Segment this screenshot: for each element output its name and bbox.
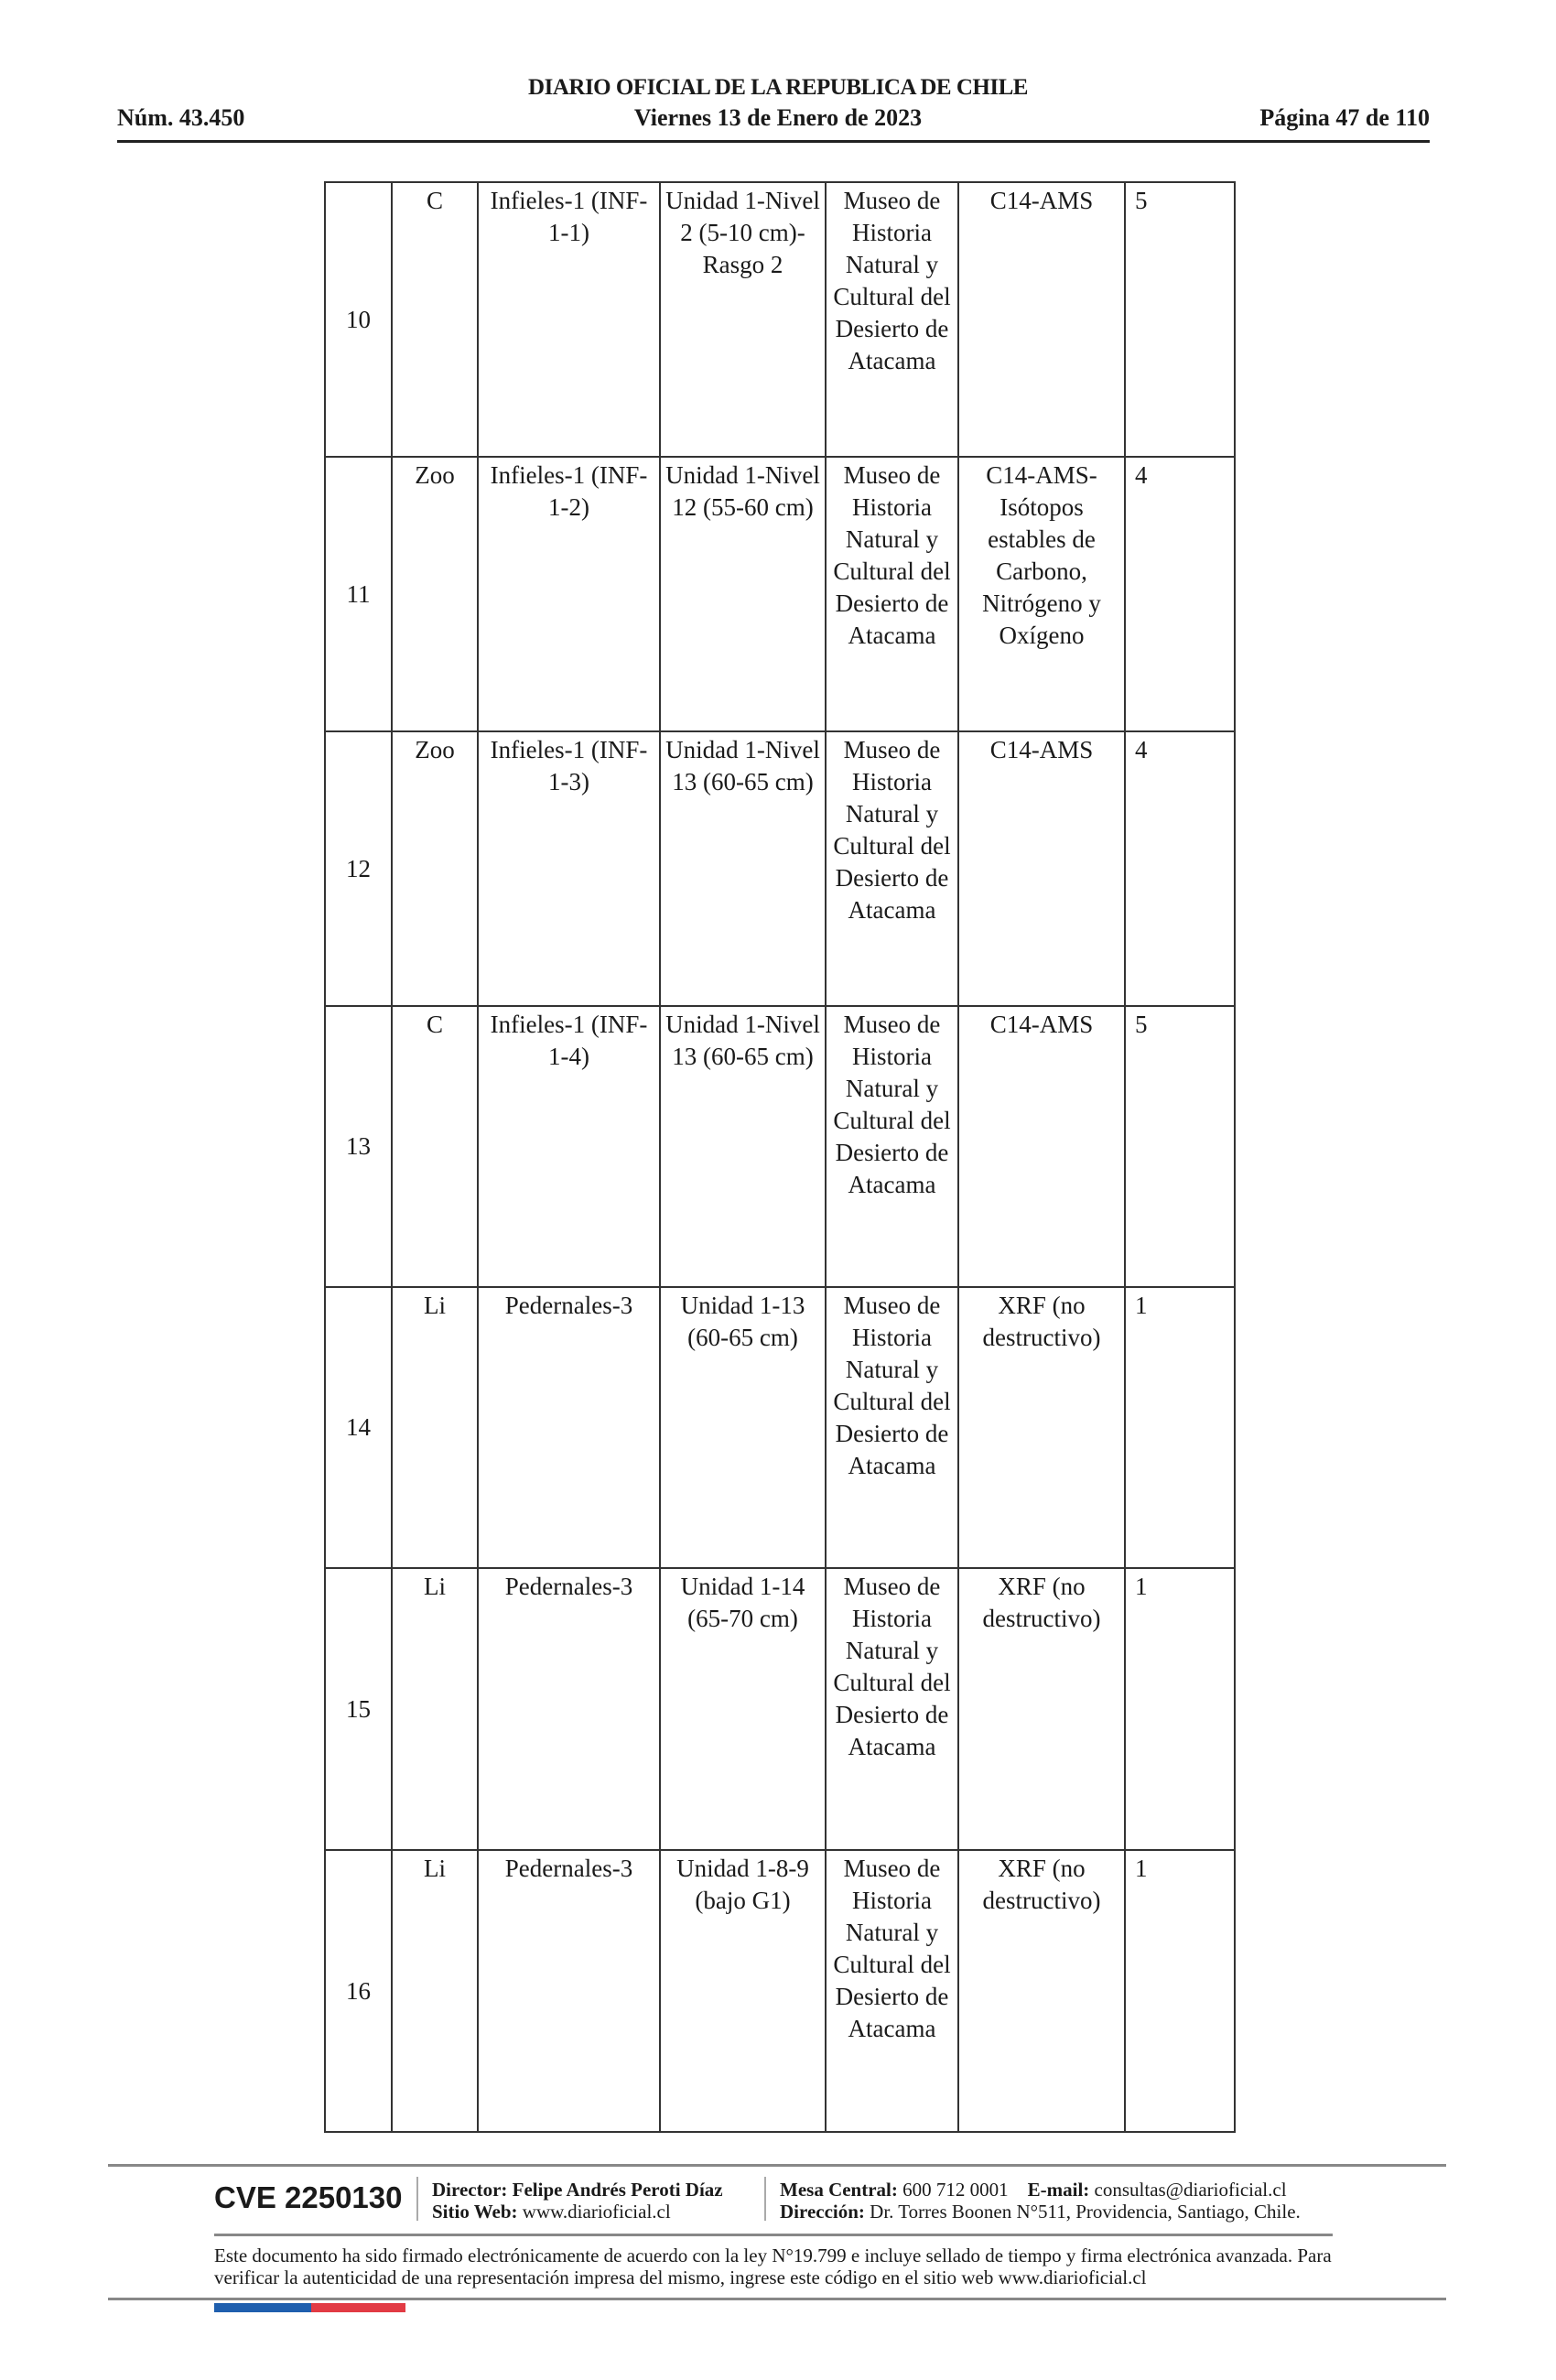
cell-museum: Museo de Historia Natural y Cultural del… (825, 1005, 959, 1288)
cell-quantity: 1 (1124, 1286, 1236, 1569)
flag-red-bar (311, 2303, 405, 2312)
issue-date: Viernes 13 de Enero de 2023 (633, 104, 923, 131)
email-label: E-mail: (1027, 2179, 1090, 2201)
cve-code: CVE 2250130 (214, 2180, 403, 2214)
table-row: 11 Zoo Infieles-1 (INF-1-2) Unidad 1-Nivel … (324, 456, 1236, 732)
cell-row-number: 14 (324, 1286, 393, 1569)
cell-sample-type: C (391, 1005, 479, 1288)
director-name: Felipe Andrés Peroti Díaz (512, 2179, 723, 2201)
cell-row-number: 11 (324, 456, 393, 732)
cell-sample-type: Li (391, 1849, 479, 2133)
cell-sample-type: Zoo (391, 456, 479, 732)
cell-museum: Museo de Historia Natural y Cultural del… (825, 456, 959, 732)
address: Dr. Torres Boonen N°511, Providencia, Sa… (870, 2201, 1301, 2223)
cell-museum: Museo de Historia Natural y Cultural del… (825, 1567, 959, 1851)
cell-context: Unidad 1-Nivel 13 (60-65 cm) (659, 730, 827, 1007)
footer-separator (416, 2177, 418, 2221)
cell-quantity: 1 (1124, 1567, 1236, 1851)
table-row: 16 Li Pedernales-3 Unidad 1-8-9 (bajo G1) Mu… (324, 1849, 1236, 2133)
cell-museum: Museo de Historia Natural y Cultural del… (825, 1286, 959, 1569)
cell-context: Unidad 1-Nivel 12 (55-60 cm) (659, 456, 827, 732)
cell-analysis: C14-AMS (957, 730, 1126, 1007)
cell-sample-type: Li (391, 1286, 479, 1569)
header-rule (117, 140, 1430, 143)
newspaper-title: DIARIO OFICIAL DE LA REPUBLICA DE CHILE (528, 75, 1028, 100)
table-row: 13 C Infieles-1 (INF-1-4) Unidad 1-Nivel 13… (324, 1005, 1236, 1288)
cell-analysis: XRF (no destructivo) (957, 1849, 1126, 2133)
cell-sample-type: Zoo (391, 730, 479, 1007)
cell-context: Unidad 1-14 (65-70 cm) (659, 1567, 827, 1851)
cell-quantity: 1 (1124, 1849, 1236, 2133)
cell-site: Pedernales-3 (477, 1567, 661, 1851)
web-link[interactable]: www.diarioficial.cl (522, 2201, 671, 2223)
cell-site: Infieles-1 (INF-1-2) (477, 456, 661, 732)
cell-row-number: 10 (324, 181, 393, 458)
cell-quantity: 4 (1124, 730, 1236, 1007)
cell-site: Infieles-1 (INF-1-4) (477, 1005, 661, 1288)
website-line: Sitio Web: www.diarioficial.cl (432, 2201, 671, 2223)
cell-quantity: 4 (1124, 456, 1236, 732)
cell-museum: Museo de Historia Natural y Cultural del… (825, 1849, 959, 2133)
cell-museum: Museo de Historia Natural y Cultural del… (825, 730, 959, 1007)
cell-site: Pedernales-3 (477, 1286, 661, 1569)
cell-context: Unidad 1-Nivel 2 (5-10 cm)-Rasgo 2 (659, 181, 827, 458)
cell-row-number: 16 (324, 1849, 393, 2133)
issue-number: Núm. 43.450 (117, 104, 245, 131)
cell-analysis: C14-AMS (957, 181, 1126, 458)
cell-row-number: 15 (324, 1567, 393, 1851)
cell-analysis: C14-AMS-Isótopos estables de Carbono, Ni… (957, 456, 1126, 732)
cell-context: Unidad 1-Nivel 13 (60-65 cm) (659, 1005, 827, 1288)
address-label: Dirección: (780, 2201, 865, 2223)
director-label: Director: (432, 2179, 508, 2201)
email-link[interactable]: consultas@diarioficial.cl (1094, 2179, 1287, 2201)
page-number: Página 47 de 110 (1259, 104, 1430, 131)
samples-table: 10 C Infieles-1 (INF-1-1) Unidad 1-Nivel 2 … (324, 181, 1236, 2133)
flag-blue-bar (214, 2303, 311, 2312)
phone-label: Mesa Central: (780, 2179, 898, 2201)
cell-site: Pedernales-3 (477, 1849, 661, 2133)
table-row: 15 Li Pedernales-3 Unidad 1-14 (65-70 cm) Mu… (324, 1567, 1236, 1851)
cell-context: Unidad 1-8-9 (bajo G1) (659, 1849, 827, 2133)
table-row: 14 Li Pedernales-3 Unidad 1-13 (60-65 cm) Mu… (324, 1286, 1236, 1569)
footer-rule (108, 2164, 1446, 2167)
web-label: Sitio Web: (432, 2201, 518, 2223)
table-row: 12 Zoo Infieles-1 (INF-1-3) Unidad 1-Nivel … (324, 730, 1236, 1007)
cell-site: Infieles-1 (INF-1-1) (477, 181, 661, 458)
cell-context: Unidad 1-13 (60-65 cm) (659, 1286, 827, 1569)
signature-disclaimer: Este documento ha sido firmado electróni… (214, 2245, 1332, 2288)
contact-line: Mesa Central: 600 712 0001 E-mail: consu… (780, 2179, 1287, 2201)
cell-quantity: 5 (1124, 181, 1236, 458)
cell-sample-type: Li (391, 1567, 479, 1851)
address-line: Dirección: Dr. Torres Boonen N°511, Prov… (780, 2201, 1301, 2223)
table-row: 10 C Infieles-1 (INF-1-1) Unidad 1-Nivel 2 … (324, 181, 1236, 458)
phone: 600 712 0001 (902, 2179, 1009, 2201)
cell-analysis: C14-AMS (957, 1005, 1126, 1288)
cell-analysis: XRF (no destructivo) (957, 1286, 1126, 1569)
footer-separator (764, 2177, 766, 2221)
footer-rule (214, 2234, 1333, 2236)
director-line: Director: Felipe Andrés Peroti Díaz (432, 2179, 723, 2201)
footer-rule (108, 2298, 1446, 2300)
cell-sample-type: C (391, 181, 479, 458)
cell-site: Infieles-1 (INF-1-3) (477, 730, 661, 1007)
cell-museum: Museo de Historia Natural y Cultural del… (825, 181, 959, 458)
cell-row-number: 13 (324, 1005, 393, 1288)
cell-row-number: 12 (324, 730, 393, 1007)
cell-analysis: XRF (no destructivo) (957, 1567, 1126, 1851)
cell-quantity: 5 (1124, 1005, 1236, 1288)
